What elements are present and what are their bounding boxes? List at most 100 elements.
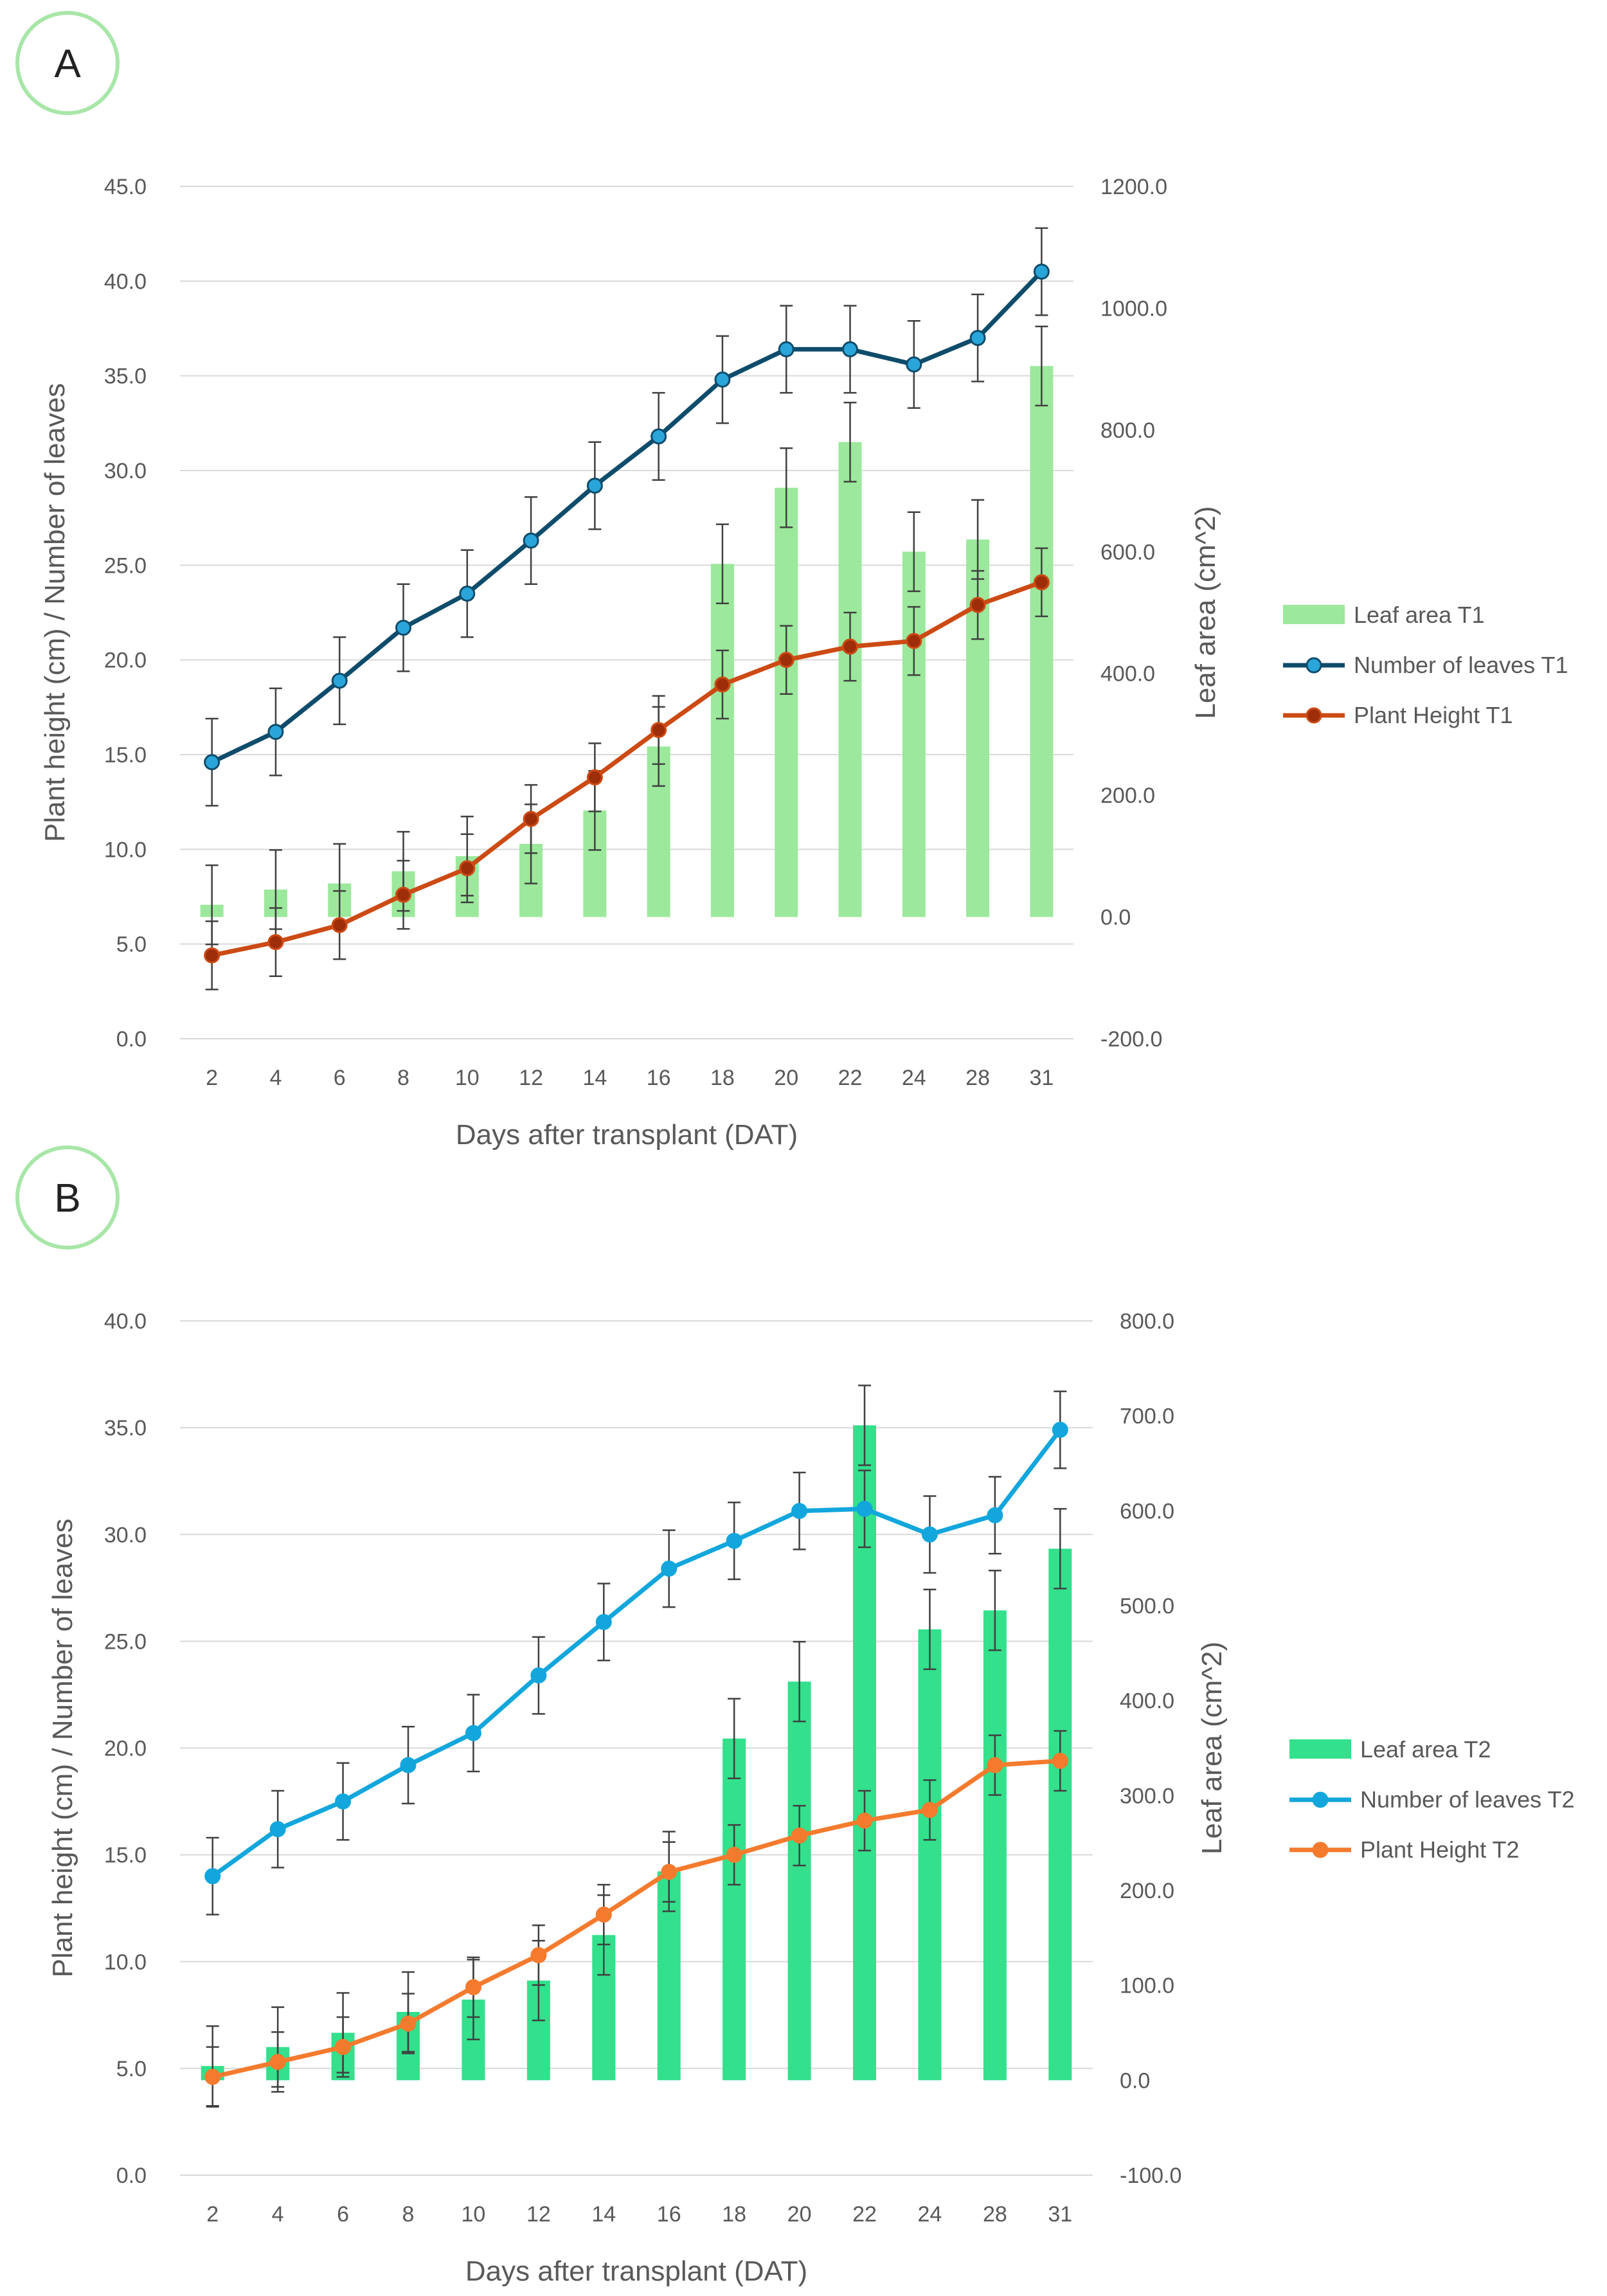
legend: Leaf area T1 Number of leaves T1 Plant Hei… <box>1283 602 1568 728</box>
x-tick-label: 18 <box>710 1066 735 1090</box>
x-tick-label: 2 <box>206 1066 218 1090</box>
legend-label-leaves: Number of leaves T2 <box>1360 1786 1575 1813</box>
height-point <box>987 1757 1003 1773</box>
x-tick-label: 4 <box>272 2202 284 2227</box>
y-left-tick-label: 40.0 <box>104 1309 147 1334</box>
y-left-tick-label: 45.0 <box>104 175 147 199</box>
height-point <box>661 1863 678 1880</box>
y-left-tick-label: 25.0 <box>104 553 147 578</box>
chart-panel-b: B0.05.010.015.020.025.030.035.040.0-100.… <box>15 1145 1575 2287</box>
x-tick-label: 12 <box>519 1066 543 1090</box>
y-left-tick-label: 25.0 <box>104 1629 147 1654</box>
x-tick-label: 28 <box>965 1066 990 1090</box>
y-right-tick-label: 800.0 <box>1100 418 1155 443</box>
height-point <box>523 811 539 827</box>
legend-label-height: Plant Height T2 <box>1360 1836 1519 1863</box>
leaf-area-bar <box>1048 1548 1072 2081</box>
y-left-tick-label: 20.0 <box>104 649 147 673</box>
y-left-axis-title: Plant height (cm) / Number of leaves <box>47 1518 78 1977</box>
y-right-tick-label: 100.0 <box>1120 1974 1174 1998</box>
height-point <box>335 2039 352 2056</box>
leaves-point <box>267 724 284 740</box>
x-tick-label: 4 <box>269 1066 282 1090</box>
y-left-tick-label: 15.0 <box>104 743 147 767</box>
leaves-point <box>661 1560 678 1577</box>
leaves-point <box>856 1500 873 1517</box>
leaves-point <box>595 1613 612 1630</box>
legend-marker-height <box>1312 1842 1329 1858</box>
x-tick-label: 16 <box>647 1066 671 1090</box>
y-left-tick-label: 5.0 <box>116 2057 147 2081</box>
x-tick-label: 8 <box>397 1066 409 1090</box>
leaves-point <box>400 1757 417 1773</box>
y-left-tick-label: 30.0 <box>104 1523 147 1547</box>
height-point <box>530 1947 547 1964</box>
panel-label: A <box>54 42 81 86</box>
leaves-point <box>969 330 986 346</box>
leaves-point <box>465 1725 481 1741</box>
height-point <box>714 676 731 693</box>
chart-panel-a: A0.05.010.015.020.025.030.035.040.045.0-… <box>15 11 1568 1151</box>
x-tick-label: 10 <box>455 1066 480 1090</box>
leaves-point <box>714 372 731 388</box>
y-left-tick-label: 15.0 <box>104 1843 147 1868</box>
leaves-point <box>204 754 220 771</box>
y-right-tick-label: -200.0 <box>1100 1027 1162 1052</box>
height-point <box>269 2054 286 2070</box>
y-right-axis-title: Leaf area (cm^2) <box>1190 506 1221 719</box>
y-left-tick-label: 20.0 <box>104 1737 147 1761</box>
x-axis-title: Days after transplant (DAT) <box>456 1119 798 1151</box>
leaf-area-bar <box>775 487 798 917</box>
x-tick-label: 14 <box>591 2202 616 2227</box>
y-right-tick-label: 600.0 <box>1120 1499 1174 1523</box>
leaves-point <box>395 620 411 636</box>
leaf-area-bar <box>918 1629 942 2081</box>
leaves-point <box>651 428 667 445</box>
leaf-area-bar <box>983 1610 1007 2081</box>
height-point <box>267 934 284 951</box>
y-right-tick-label: 200.0 <box>1120 1879 1174 1903</box>
height-point <box>595 1906 612 1923</box>
leaves-point <box>842 341 858 357</box>
height-point <box>204 947 220 964</box>
x-tick-label: 31 <box>1029 1066 1054 1090</box>
leaves-point <box>778 341 795 357</box>
legend-label-leaf-area: Leaf area T1 <box>1354 602 1484 628</box>
leaves-point <box>987 1507 1003 1523</box>
leaves-point <box>791 1503 808 1520</box>
height-point <box>726 1847 742 1863</box>
x-tick-label: 22 <box>852 2202 877 2227</box>
leaves-series-line <box>211 1428 1063 1878</box>
legend-swatch-leaf-area <box>1289 1739 1351 1759</box>
y-right-tick-label: 400.0 <box>1120 1689 1174 1714</box>
height-point <box>459 860 476 877</box>
leaves-point <box>726 1532 742 1549</box>
legend-label-leaves: Number of leaves T1 <box>1354 652 1568 678</box>
x-tick-label: 16 <box>657 2202 681 2227</box>
y-right-tick-label: -100.0 <box>1120 2164 1181 2188</box>
height-point <box>651 722 667 739</box>
leaves-point <box>1033 264 1050 280</box>
y-left-tick-label: 10.0 <box>104 1950 147 1975</box>
y-left-tick-label: 35.0 <box>104 364 147 389</box>
y-right-tick-label: 800.0 <box>1120 1309 1174 1334</box>
legend-marker-leaves <box>1306 657 1322 674</box>
height-point <box>856 1812 873 1829</box>
x-tick-label: 28 <box>983 2202 1007 2227</box>
x-tick-label: 10 <box>462 2202 486 2227</box>
y-left-tick-label: 0.0 <box>116 2164 147 2188</box>
height-point <box>395 886 411 903</box>
y-right-tick-label: 300.0 <box>1120 1784 1174 1808</box>
panel-label-circle <box>15 11 120 115</box>
height-point <box>586 769 603 785</box>
y-right-tick-label: 700.0 <box>1120 1404 1174 1429</box>
legend-label-leaf-area: Leaf area T2 <box>1360 1736 1491 1762</box>
leaves-point <box>459 586 476 602</box>
y-left-tick-label: 0.0 <box>116 1027 147 1052</box>
x-tick-label: 18 <box>722 2202 746 2227</box>
legend-marker-leaves <box>1312 1791 1329 1808</box>
leaves-point <box>586 478 603 494</box>
height-series-line <box>211 1758 1061 2079</box>
x-tick-label: 24 <box>902 1066 926 1090</box>
height-series-line <box>211 580 1043 958</box>
